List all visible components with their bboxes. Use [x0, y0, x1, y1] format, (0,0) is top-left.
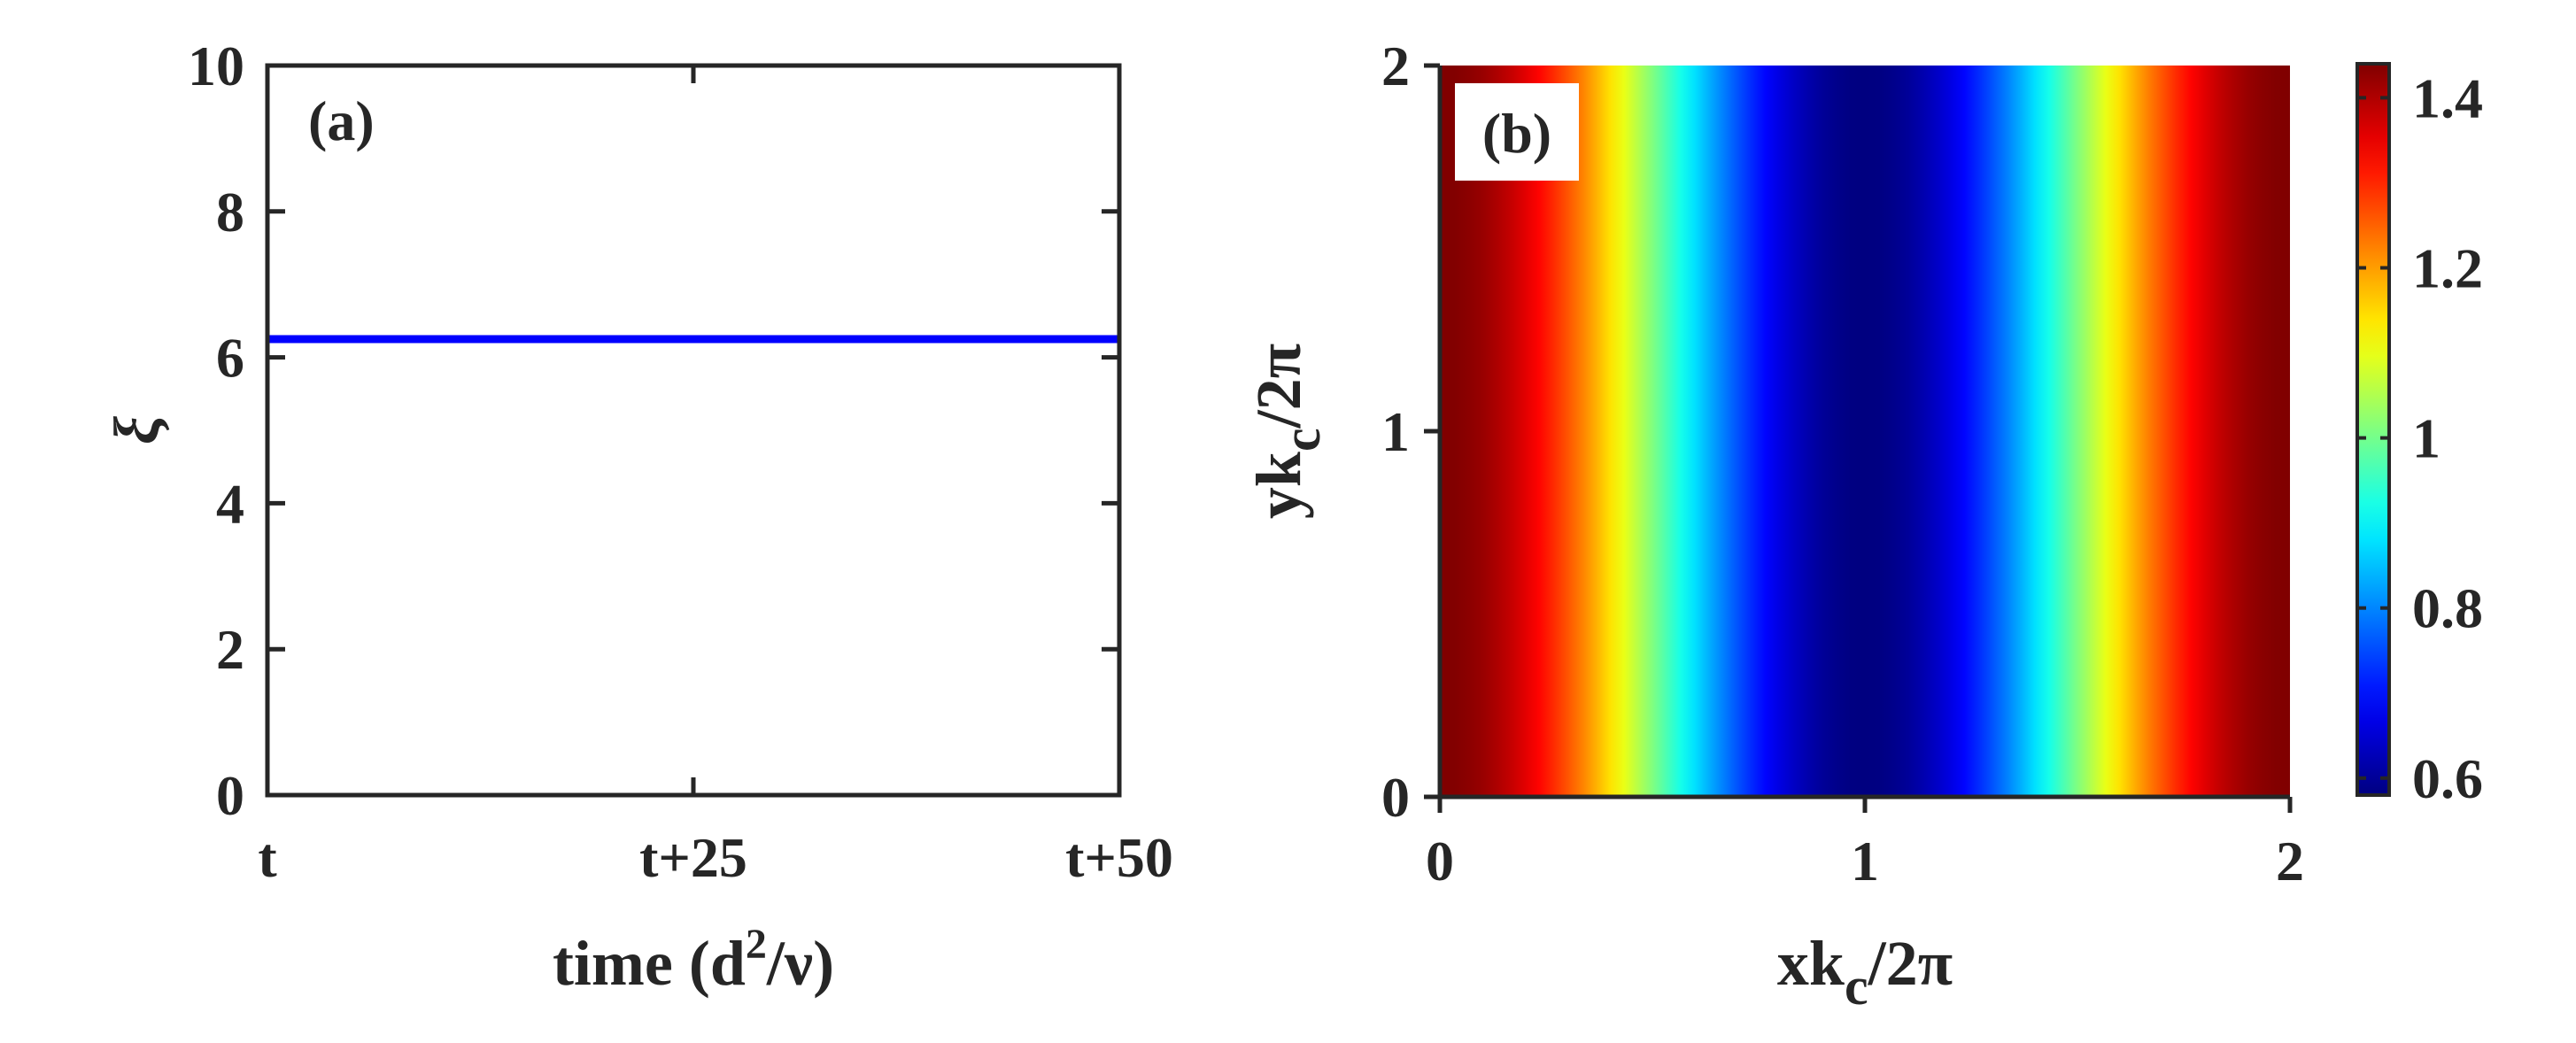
colorbar-gradient [2356, 62, 2391, 797]
colorbar-tick-label: 1.4 [2412, 66, 2483, 129]
heatmap-field [1440, 66, 2290, 797]
y-tick-label: 6 [216, 327, 244, 390]
panel-b-xlabel-tail: /2π [1868, 928, 1953, 999]
panel-b-xlabel-main: xk [1777, 928, 1845, 999]
y-tick-label: 0 [216, 764, 244, 827]
y-tick-label: 0 [1381, 766, 1410, 829]
y-tick-label: 1 [1381, 400, 1410, 463]
panel-b-ylabel: ykc/2π [1243, 344, 1331, 519]
colorbar-tick-label: 1 [2412, 407, 2441, 470]
panel-b-ylabel-main: yk [1243, 452, 1314, 519]
x-tick-label: t+50 [1065, 826, 1173, 889]
panel-a-ylabel: ξ [101, 416, 172, 444]
colorbar-tick-label: 1.2 [2412, 237, 2483, 300]
colorbar-tick-label: 0.8 [2412, 577, 2483, 640]
panel-a-xlabel-tail: /ν) [766, 928, 834, 999]
panel-a-xlabel-main: time (d [553, 928, 746, 999]
panel-a-label: (a) [308, 89, 375, 152]
x-tick-label: 0 [1426, 830, 1454, 892]
x-tick-label: t [258, 826, 277, 889]
panel-a-ticks-group: t t+25 t+50 0 2 4 6 8 10 [188, 35, 1173, 889]
panel-b-label-box [1455, 83, 1579, 181]
panel-b-xlabel-sub: c [1845, 957, 1868, 1016]
panel-b-ylabel-sub: c [1273, 428, 1331, 452]
panel-b-label: (b) [1482, 102, 1551, 165]
y-tick-label: 2 [216, 618, 244, 681]
colorbar: 0.6 0.8 1 1.2 1.4 [2356, 62, 2483, 810]
panel-b-xlabel: xkc/2π [1777, 928, 1953, 1016]
panel-b-ticks-group: 0 1 2 0 1 2 [1381, 35, 2304, 892]
panel-a-axes-box [265, 63, 1122, 798]
panel-a-xlabel-sup: 2 [746, 921, 767, 968]
y-tick-label: 8 [216, 181, 244, 243]
x-tick-label: 1 [1851, 830, 1879, 892]
y-tick-label: 2 [1381, 35, 1410, 97]
x-tick-label: t+25 [639, 826, 747, 889]
y-tick-label: 10 [188, 35, 244, 97]
y-tick-label: 4 [216, 472, 244, 535]
x-tick-label: 2 [2276, 830, 2304, 892]
colorbar-ticks-group: 0.6 0.8 1 1.2 1.4 [2357, 66, 2483, 810]
panel-b-ylabel-tail: /2π [1243, 344, 1314, 429]
colorbar-tick-label: 0.6 [2412, 747, 2483, 810]
panel-a-xlabel: time (d2/ν) [553, 921, 834, 999]
panel-a-plot-area [267, 66, 1119, 795]
